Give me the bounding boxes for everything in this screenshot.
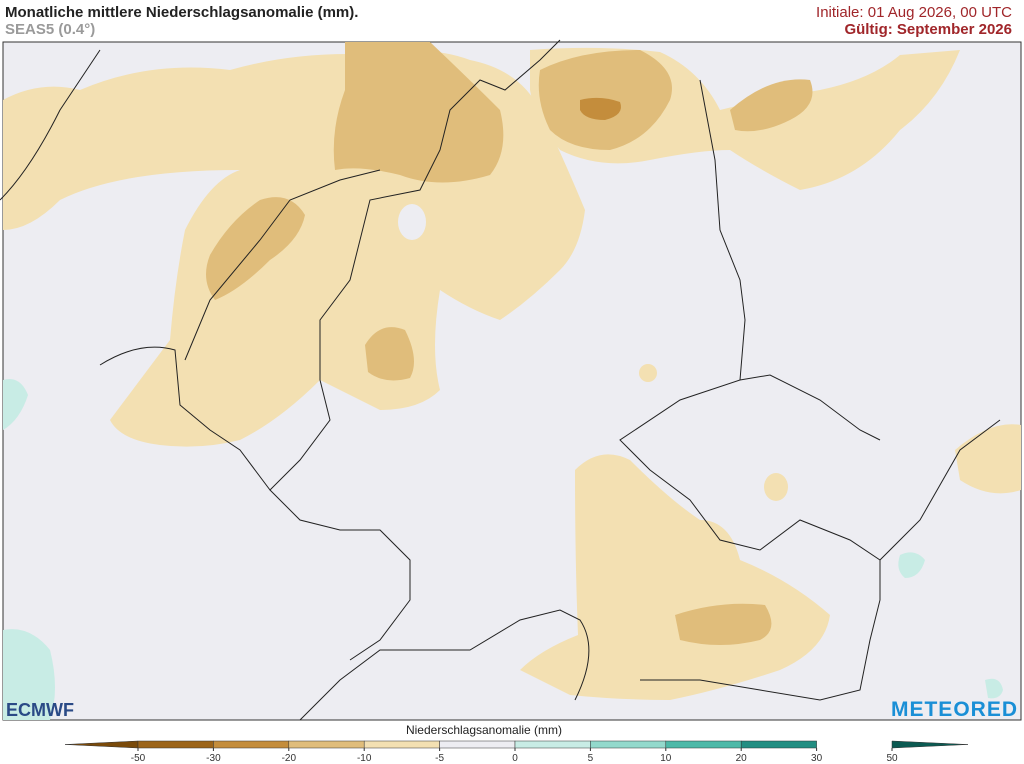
colorbar-segment <box>740 740 817 749</box>
valid-time: Gültig: September 2026 <box>844 21 1012 38</box>
colorbar-tick-label: 0 <box>512 753 518 764</box>
colorbar-tick-label: -20 <box>282 753 297 764</box>
colorbar-tick-label: 5 <box>588 753 594 764</box>
colorbar-tick-label: -50 <box>131 753 146 764</box>
colorbar-segment <box>514 740 591 749</box>
colorbar-segment <box>665 740 742 749</box>
borders <box>0 39 1001 721</box>
colorbar-tick-label: 50 <box>886 753 898 764</box>
colorbar-label: Niederschlagsanomalie (mm) <box>406 723 562 737</box>
colorbar-segment <box>590 740 667 749</box>
model-subtitle: SEAS5 (0.4°) <box>5 21 96 38</box>
colorbar-tick-label: 30 <box>811 753 823 764</box>
map-title: Monatliche mittlere Niederschlagsanomali… <box>5 4 359 21</box>
colorbar-arrow <box>891 740 969 749</box>
colorbar-tick-label: 10 <box>660 753 672 764</box>
colorbar-arrow <box>64 740 139 749</box>
colorbar-segment <box>137 740 214 749</box>
colorbar-segment <box>439 740 516 749</box>
ecmwf-logo: ECMWF <box>6 700 74 720</box>
colorbar-tick-label: 20 <box>736 753 748 764</box>
colorbar-segment <box>288 740 365 749</box>
colorbar-tick-label: -5 <box>435 753 444 764</box>
meteored-logo: METEORED <box>890 698 1018 721</box>
colorbar-segment <box>213 740 290 749</box>
colorbar-tick-label: -30 <box>206 753 221 764</box>
colorbar-tick-label: -10 <box>357 753 372 764</box>
colorbar-segment <box>363 740 440 749</box>
init-time: Initiale: 01 Aug 2026, 00 UTC <box>816 4 1012 21</box>
